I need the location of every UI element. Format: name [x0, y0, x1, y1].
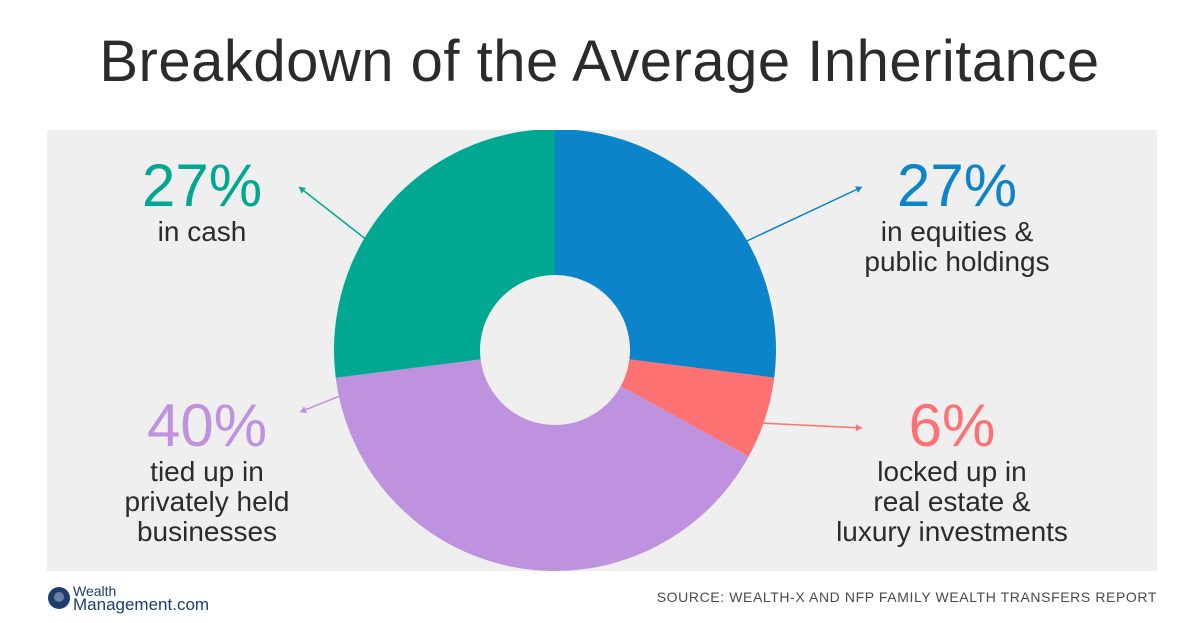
slice-realestate [620, 359, 775, 457]
label-private-pct: 40% [146, 392, 268, 459]
label-cash-pct: 27% [141, 152, 263, 219]
page-title: Breakdown of the Average Inheritance [99, 29, 1100, 94]
slice-equities [555, 130, 776, 378]
leader-realestate-arrowhead [855, 424, 862, 432]
label-realestate-line-1: locked up in [877, 456, 1027, 487]
label-cash-line-1: in cash [157, 216, 247, 247]
slice-private [335, 359, 749, 571]
leader-cash [298, 186, 375, 247]
leader-equities-arrowhead [855, 186, 862, 193]
label-equities-line-2: public holdings [864, 246, 1050, 277]
label-equities-pct: 27% [896, 152, 1018, 219]
label-realestate-line-2: real estate & [873, 486, 1031, 517]
label-private: 40% tied up in privately held businesses [87, 395, 327, 547]
label-equities: 27% in equities & public holdings [817, 155, 1097, 277]
label-private-line-1: tied up in [150, 456, 264, 487]
label-private-line-3: businesses [136, 516, 278, 547]
logo-line-1: Wealth [73, 583, 117, 599]
label-private-line-2: privately held [124, 486, 290, 517]
logo-line-2: Management.com [73, 595, 210, 614]
source-note: SOURCE: WEALTH-X AND NFP FAMILY WEALTH T… [656, 589, 1157, 605]
globe-icon [48, 587, 70, 609]
leader-equities [730, 186, 863, 250]
chart-panel: 27% in cash 27% in equities & public hol… [47, 130, 1157, 571]
brand-logo: Wealth Management.com [48, 583, 210, 614]
label-realestate-pct: 6% [908, 392, 996, 459]
donut-chart [298, 130, 863, 571]
slice-cash [334, 130, 555, 378]
leader-cash-arrowhead [299, 187, 306, 194]
leader-private [299, 394, 342, 413]
leader-private-arrowhead [300, 406, 307, 414]
label-realestate: 6% locked up in real estate & luxury inv… [797, 395, 1107, 547]
label-realestate-line-3: luxury investments [836, 516, 1068, 547]
label-cash: 27% in cash [107, 155, 297, 247]
label-equities-line-1: in equities & [880, 216, 1034, 247]
leader-realestate [755, 422, 863, 429]
